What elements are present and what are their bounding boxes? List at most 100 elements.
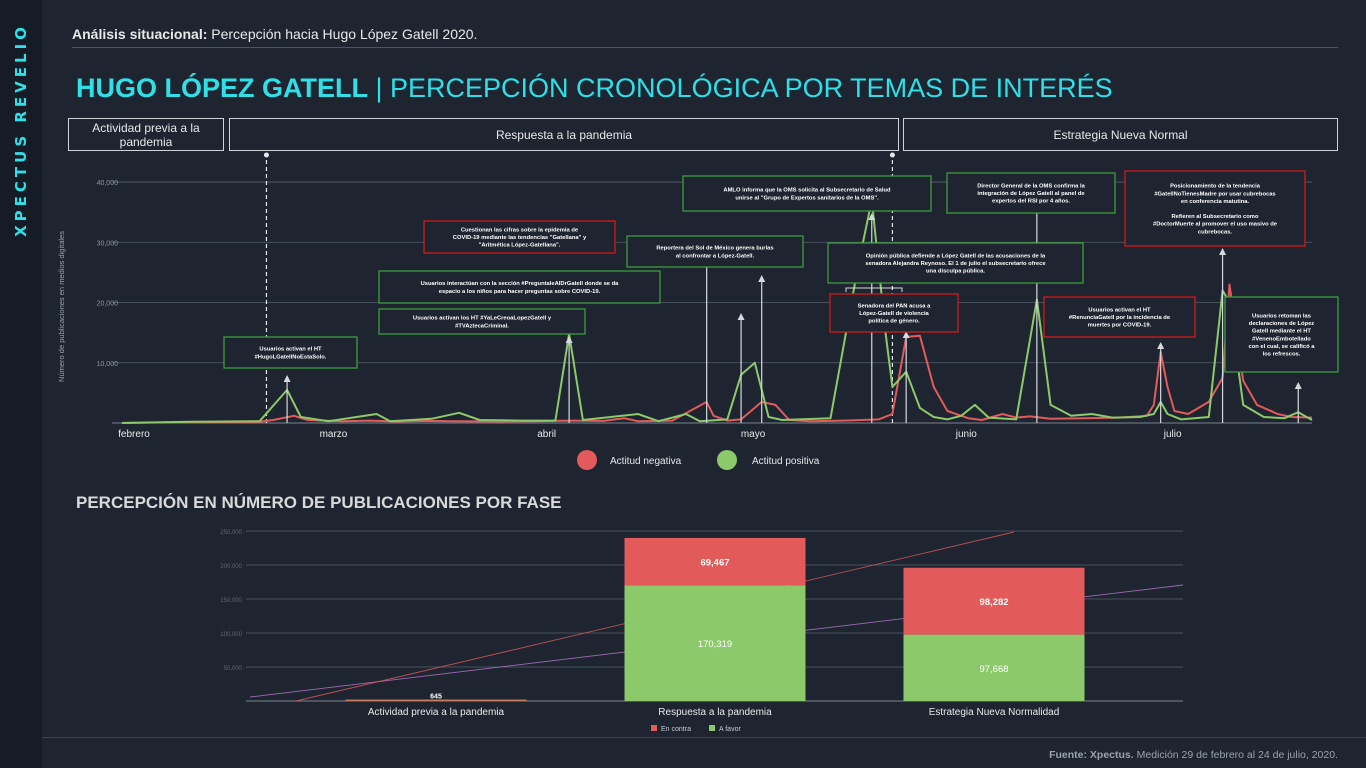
header-divider bbox=[72, 47, 1338, 48]
event-arrow-head bbox=[1157, 342, 1165, 349]
annotation-text: Usuarios interactúan con la sección #Pre… bbox=[421, 281, 620, 287]
x-tick-label: mayo bbox=[741, 429, 766, 440]
y-tick-label: 20,000 bbox=[97, 301, 119, 308]
annotation-text: política de género. bbox=[868, 319, 920, 325]
x-category-label: Actividad previa a la pandemia bbox=[368, 707, 505, 718]
legend-label-en-contra: En contra bbox=[661, 726, 691, 733]
bar-en-contra bbox=[345, 699, 527, 701]
annotation-text: #GatellNoTienesMadre por usar cubrebocas bbox=[1154, 191, 1275, 197]
annotation-text: en conferencia matutina. bbox=[1181, 199, 1250, 205]
annotation-box bbox=[1224, 296, 1339, 373]
bar-en-contra bbox=[903, 567, 1085, 635]
x-category-label: Respuesta a la pandemia bbox=[658, 707, 772, 718]
footer-source-bold: Fuente: Xpectus. bbox=[1049, 749, 1134, 761]
footer-source-rest: Medición 29 de febrero al 24 de julio, 2… bbox=[1133, 749, 1338, 761]
event-arrow-head bbox=[565, 336, 573, 343]
x-tick-label: julio bbox=[1163, 429, 1182, 440]
annotation-text: Posicionamiento de la tendencia bbox=[1170, 184, 1261, 190]
phase-marker-dot bbox=[263, 152, 269, 158]
series-line-negative bbox=[121, 283, 1313, 424]
annotation-text: COVID-19 mediante las tendencias "Gatell… bbox=[453, 235, 587, 241]
annotation-box bbox=[946, 172, 1116, 214]
annotation-box bbox=[829, 293, 959, 333]
annotation-text: Usuarios retoman las bbox=[1252, 314, 1311, 320]
y-tick-label: 150,000 bbox=[220, 598, 242, 604]
legend-swatch-a-favor bbox=[709, 725, 715, 731]
phase-marker-dot bbox=[889, 152, 895, 158]
annotation-text: espacio a los niños para hacer preguntas… bbox=[439, 289, 601, 295]
y-tick-label: 10,000 bbox=[97, 361, 119, 368]
title-topic: | PERCEPCIÓN CRONOLÓGICA POR TEMAS DE IN… bbox=[368, 73, 1113, 103]
bar-a-favor bbox=[903, 634, 1085, 701]
event-arrow-head bbox=[1219, 248, 1227, 255]
phase-pandemic-response: Respuesta a la pandemia bbox=[229, 118, 899, 151]
y-tick-label: 200,000 bbox=[220, 564, 242, 570]
annotation-box bbox=[223, 336, 358, 369]
bar-chart-title: PERCEPCIÓN EN NÚMERO DE PUBLICACIONES PO… bbox=[76, 493, 562, 512]
annotation-box bbox=[378, 270, 661, 304]
x-tick-label: junio bbox=[955, 429, 978, 440]
annotation-text: declaraciones de López bbox=[1249, 321, 1315, 327]
annotation-box bbox=[1124, 170, 1306, 247]
legend-swatch-negative bbox=[577, 450, 597, 470]
annotation-text: Gatell mediante el HT bbox=[1252, 329, 1311, 335]
bar-data-label: 98,282 bbox=[979, 597, 1008, 608]
x-category-label: Estrategia Nueva Normalidad bbox=[929, 707, 1060, 718]
event-arrow-head bbox=[737, 313, 745, 320]
annotation-text: Usuarios activan el HT bbox=[1088, 307, 1151, 313]
annotation-text: integración de López Gatell al panel de bbox=[977, 191, 1085, 197]
bar-data-label: 645 bbox=[430, 694, 442, 701]
annotation-text: Senadora del PAN acusa a bbox=[858, 303, 931, 309]
subtitle-bold: Análisis situacional: bbox=[72, 26, 208, 42]
annotation-text: Usuarios activan el HT bbox=[259, 347, 322, 353]
annotation-text: #TVAztecaCriminal. bbox=[455, 323, 509, 329]
annotation-text: Refieren al Subsecretario como bbox=[1172, 214, 1259, 220]
y-tick-label: 50,000 bbox=[224, 666, 243, 672]
event-arrow-head bbox=[868, 213, 876, 220]
annotation-box bbox=[423, 220, 616, 254]
bar-data-label: 170,319 bbox=[698, 639, 732, 650]
footer-divider bbox=[42, 737, 1366, 738]
event-arrow-head bbox=[758, 275, 766, 282]
annotation-box bbox=[378, 308, 586, 335]
annotation-text: AMLO informa que la OMS solicita al Subs… bbox=[723, 188, 891, 194]
legend-swatch-positive bbox=[717, 450, 737, 470]
timeline-chart: 10,000 20,000 30,000 40,000 Número de public… bbox=[57, 152, 1339, 470]
phase-new-normal: Estrategia Nueva Normal bbox=[903, 118, 1338, 151]
annotation-text: los refrescos. bbox=[1263, 352, 1301, 358]
legend-label-a-favor: A favor bbox=[719, 726, 741, 733]
annotation-text: una disculpa pública. bbox=[926, 269, 985, 275]
bar-en-contra bbox=[624, 537, 806, 586]
subtitle-rest: Percepción hacia Hugo López Gatell 2020. bbox=[207, 26, 478, 42]
annotation-text: #RenunciaGatell por la incidencia de bbox=[1069, 315, 1171, 321]
legend-label-negative: Actitud negativa bbox=[610, 456, 682, 467]
x-tick-label: abril bbox=[537, 429, 556, 440]
bar-a-favor bbox=[624, 585, 806, 701]
legend-swatch-en-contra bbox=[651, 725, 657, 731]
source-footer: Fuente: Xpectus. Medición 29 de febrero … bbox=[1049, 749, 1338, 761]
annotation-text: con el cual, se calificó a bbox=[1248, 344, 1315, 350]
y-axis-label: Número de publicaciones en medios digita… bbox=[57, 231, 66, 382]
annotation-text: expertos del RSI por 4 años. bbox=[992, 199, 1070, 205]
annotation-text: cubrebocas. bbox=[1198, 229, 1233, 235]
annotation-text: #VenenoEmbotellado bbox=[1252, 336, 1311, 342]
annotation-text: unirse al "Grupo de Expertos sanitarios … bbox=[735, 195, 879, 201]
event-arrow-head bbox=[1294, 382, 1302, 389]
annotation-text: Cuestionan las cifras sobre la epidemia … bbox=[461, 227, 579, 233]
y-tick-label: 40,000 bbox=[97, 180, 119, 187]
y-tick-label: 30,000 bbox=[97, 240, 119, 247]
annotation-text: al confrontar a López-Gatell. bbox=[676, 253, 755, 259]
annotation-box bbox=[682, 175, 932, 212]
sidebar: XPECTUS REVELIO bbox=[0, 0, 42, 768]
annotation-text: #HugoLGatellNoEstaSolo. bbox=[255, 354, 327, 360]
annotation-text: senadora Alejandra Reynoso. El 1 de juli… bbox=[865, 261, 1046, 267]
event-arrow-head bbox=[283, 375, 291, 382]
title-name: HUGO LÓPEZ GATELL bbox=[76, 73, 368, 103]
annotation-box bbox=[626, 235, 804, 268]
annotation-box bbox=[1043, 296, 1196, 338]
annotation-text: López-Gatell de violencia bbox=[859, 311, 929, 317]
page-title: HUGO LÓPEZ GATELL | PERCEPCIÓN CRONOLÓGI… bbox=[76, 73, 1113, 104]
phase-pre-pandemic: Actividad previa a la pandemia bbox=[68, 118, 224, 151]
y-tick-label: 100,000 bbox=[220, 632, 242, 638]
